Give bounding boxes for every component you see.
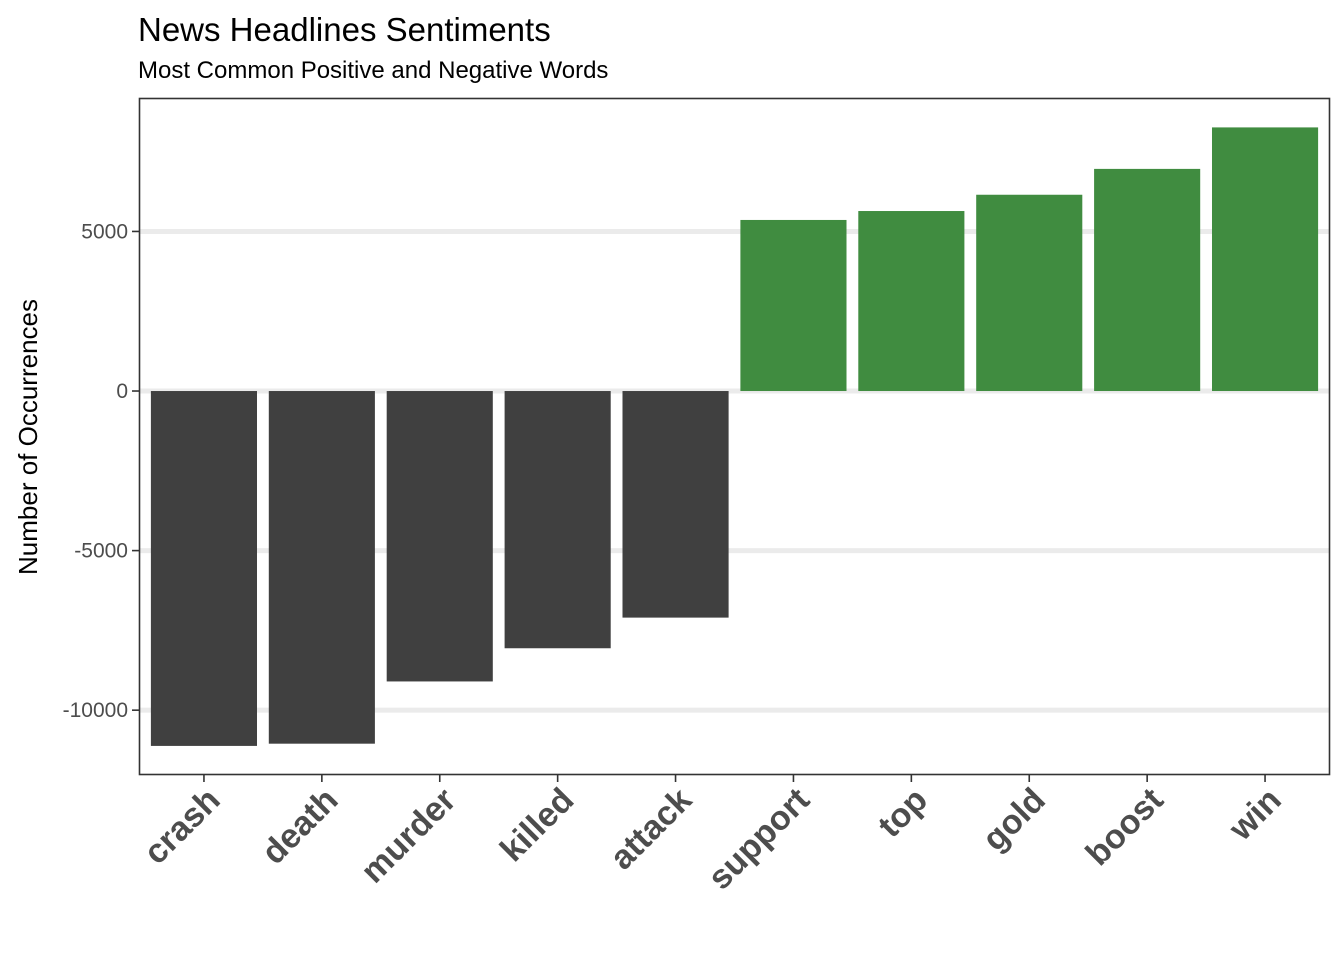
bar-attack: [622, 391, 729, 618]
bar-crash: [150, 391, 258, 746]
bar-murder: [386, 391, 493, 682]
x-tick-label: crash: [137, 781, 228, 872]
x-tick-label: top: [871, 781, 935, 845]
bar-win: [1211, 127, 1319, 392]
y-tick-label: 0: [116, 380, 128, 403]
bar-killed: [504, 391, 611, 649]
y-tick-label: 5000: [81, 220, 128, 243]
x-tick-label: support: [701, 781, 817, 897]
x-tick-label: gold: [975, 781, 1053, 859]
x-tick-label: boost: [1078, 781, 1170, 873]
bar-top: [858, 211, 965, 392]
x-tick-label: death: [255, 781, 346, 872]
bar-support: [740, 219, 847, 392]
bar-death: [268, 391, 375, 744]
chart-subtitle: Most Common Positive and Negative Words: [138, 57, 608, 84]
panel-border: [138, 97, 1331, 776]
x-tick-label: win: [1221, 781, 1289, 849]
y-axis-ticks: 5000 0 -5000 -10000: [63, 220, 140, 722]
y-tick-label: -5000: [74, 540, 128, 563]
bar-boost: [1094, 168, 1201, 392]
bars: [150, 127, 1319, 746]
x-axis-ticks: crash death murder killed attack support top go…: [137, 774, 1289, 897]
y-tick-label: -10000: [63, 699, 128, 722]
x-tick-label: killed: [493, 781, 581, 869]
x-tick-label: murder: [354, 781, 464, 891]
y-axis-label: Number of Occurrences: [13, 299, 43, 575]
chart-title: News Headlines Sentiments: [138, 11, 551, 48]
bar-gold: [976, 194, 1083, 392]
x-tick-label: attack: [603, 781, 699, 877]
